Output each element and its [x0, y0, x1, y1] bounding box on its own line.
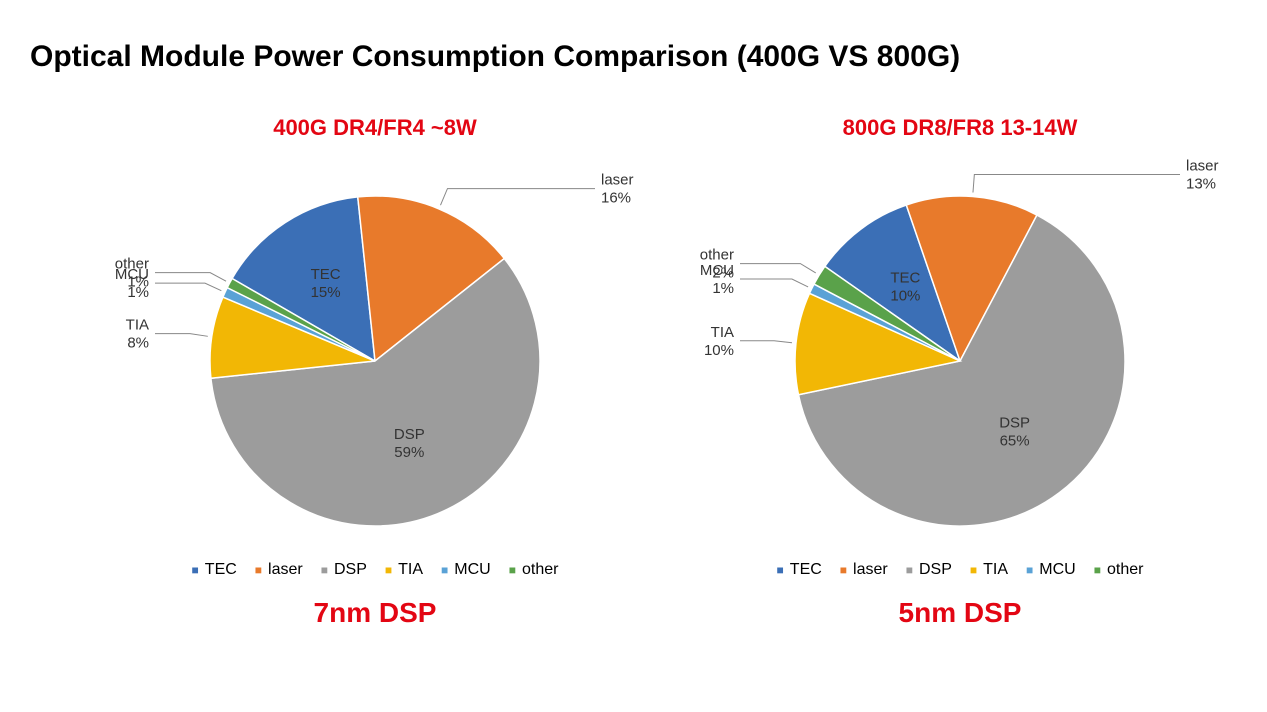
legend-item-tec: ■ TEC [192, 561, 237, 579]
chart-800g: 800G DR8/FR8 13-14W TEC10%laser13%DSP65%… [680, 115, 1240, 675]
legend-text-other: other [1107, 561, 1143, 579]
legend-bullet-tia: ■ [970, 563, 977, 577]
legend-item-laser: ■ laser [840, 561, 888, 579]
slice-pct-dsp: 65% [1000, 432, 1030, 449]
legend-bullet-tia: ■ [385, 563, 392, 577]
slice-pct-laser: 13% [1186, 176, 1216, 193]
legend-item-mcu: ■ MCU [441, 561, 491, 579]
legend-text-mcu: MCU [1039, 561, 1075, 579]
legend-800g: ■ TEC ■ laser ■ DSP ■ TIA ■ MCU ■ other [680, 561, 1240, 579]
leader-other [155, 273, 226, 282]
legend-text-tia: TIA [983, 561, 1008, 579]
legend-bullet-mcu: ■ [1026, 563, 1033, 577]
leader-laser [973, 175, 1180, 193]
pie-800g-svg: TEC10%laser13%DSP65%TIA10%MCU1%other2% [680, 151, 1240, 541]
legend-text-laser: laser [268, 561, 303, 579]
slice-label-dsp: DSP [999, 414, 1030, 431]
slice-label-tia: TIA [126, 317, 149, 334]
slice-pct-mcu: 1% [712, 280, 734, 297]
slice-label-tia: TIA [711, 324, 734, 341]
slice-label-tec: TEC [311, 266, 341, 283]
leader-other [740, 264, 816, 273]
slice-pct-tia: 10% [704, 342, 734, 359]
page-title: Optical Module Power Consumption Compari… [30, 40, 960, 74]
legend-text-other: other [522, 561, 558, 579]
leader-tia [155, 334, 208, 337]
legend-item-mcu: ■ MCU [1026, 561, 1076, 579]
legend-item-dsp: ■ DSP [321, 561, 367, 579]
leader-tia [740, 341, 792, 343]
slice-pct-dsp: 59% [394, 444, 424, 461]
legend-text-tec: TEC [205, 561, 237, 579]
legend-bullet-dsp: ■ [321, 563, 328, 577]
slice-label-other: other [700, 247, 734, 264]
legend-text-laser: laser [853, 561, 888, 579]
legend-400g: ■ TEC ■ laser ■ DSP ■ TIA ■ MCU ■ other [95, 561, 655, 579]
chart-400g-title: 400G DR4/FR4 ~8W [95, 115, 655, 141]
legend-bullet-other: ■ [509, 563, 516, 577]
legend-item-tia: ■ TIA [970, 561, 1008, 579]
legend-item-tia: ■ TIA [385, 561, 423, 579]
legend-item-dsp: ■ DSP [906, 561, 952, 579]
slice-pct-other: 2% [712, 265, 734, 282]
chart-800g-title: 800G DR8/FR8 13-14W [680, 115, 1240, 141]
slice-pct-laser: 16% [601, 190, 631, 207]
legend-item-other: ■ other [509, 561, 559, 579]
slice-label-other: other [115, 256, 149, 273]
legend-bullet-other: ■ [1094, 563, 1101, 577]
page: Optical Module Power Consumption Compari… [0, 0, 1267, 712]
legend-text-dsp: DSP [919, 561, 952, 579]
legend-item-other: ■ other [1094, 561, 1144, 579]
chart-400g: 400G DR4/FR4 ~8W TEC15%laser16%DSP59%TIA… [95, 115, 655, 675]
legend-text-tec: TEC [790, 561, 822, 579]
slice-pct-tec: 10% [890, 288, 920, 305]
legend-bullet-dsp: ■ [906, 563, 913, 577]
slice-pct-tia: 8% [127, 335, 149, 352]
legend-bullet-tec: ■ [192, 563, 199, 577]
legend-bullet-laser: ■ [255, 563, 262, 577]
legend-text-dsp: DSP [334, 561, 367, 579]
slice-label-laser: laser [1186, 158, 1219, 175]
slice-label-dsp: DSP [394, 426, 425, 443]
slice-pct-other: 1% [127, 274, 149, 291]
slice-label-tec: TEC [890, 270, 920, 287]
leader-laser [440, 189, 595, 206]
legend-text-mcu: MCU [454, 561, 490, 579]
leader-mcu [155, 283, 221, 290]
slice-label-laser: laser [601, 172, 634, 189]
legend-text-tia: TIA [398, 561, 423, 579]
legend-bullet-mcu: ■ [441, 563, 448, 577]
pie-400g-svg: TEC15%laser16%DSP59%TIA8%MCU1%other1% [95, 151, 655, 541]
dsp-label-400g: 7nm DSP [95, 597, 655, 629]
leader-mcu [740, 279, 808, 287]
legend-item-laser: ■ laser [255, 561, 303, 579]
legend-item-tec: ■ TEC [777, 561, 822, 579]
legend-bullet-laser: ■ [840, 563, 847, 577]
slice-pct-tec: 15% [311, 284, 341, 301]
legend-bullet-tec: ■ [777, 563, 784, 577]
dsp-label-800g: 5nm DSP [680, 597, 1240, 629]
